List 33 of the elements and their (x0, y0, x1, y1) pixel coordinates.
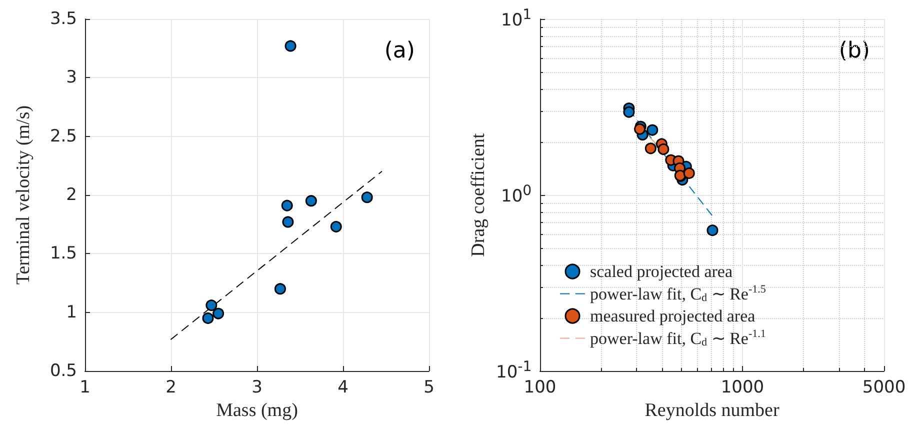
y-tick-label: 1 (66, 302, 77, 322)
y-tick-label: 2.5 (50, 126, 77, 146)
x-tick-label: 4 (338, 378, 348, 398)
x-axis-title: Mass (mg) (216, 400, 298, 421)
point (202, 312, 214, 324)
legend-label: measured projected area (590, 306, 756, 326)
y-axis-title: Drag coefficient (468, 132, 489, 257)
point (206, 300, 218, 312)
point (274, 283, 286, 295)
point (212, 308, 224, 320)
point (330, 220, 342, 232)
legend-label: scaled projected area (590, 262, 733, 281)
x-tick-label: 3 (252, 378, 262, 398)
point (281, 200, 293, 212)
y-tick-label: 2 (66, 185, 77, 205)
point (305, 195, 317, 207)
y-axis-title: Terminal velocity (m/s) (13, 105, 34, 285)
y-tick-label: 3 (66, 68, 77, 88)
point (284, 40, 296, 52)
x-tick-label: 1 (80, 378, 90, 398)
y-tick-label: 0.5 (50, 361, 77, 381)
y-tick-label: 3.5 (50, 9, 77, 29)
point (361, 192, 373, 204)
x-tick-label: 5 (424, 378, 434, 398)
y-tick-label: 10$^{1}$ (501, 7, 532, 31)
x-tick-label: 1000 (720, 378, 764, 398)
x-axis-title: Reynolds number (644, 400, 780, 421)
point (282, 216, 294, 228)
x-tick-label: 2 (166, 378, 176, 398)
annotation: (a) (384, 38, 416, 64)
x-tick-label: 5000 (862, 378, 906, 398)
y-tick-label: 10$^{0}$ (501, 183, 532, 207)
y-tick-label: 1.5 (50, 244, 77, 264)
